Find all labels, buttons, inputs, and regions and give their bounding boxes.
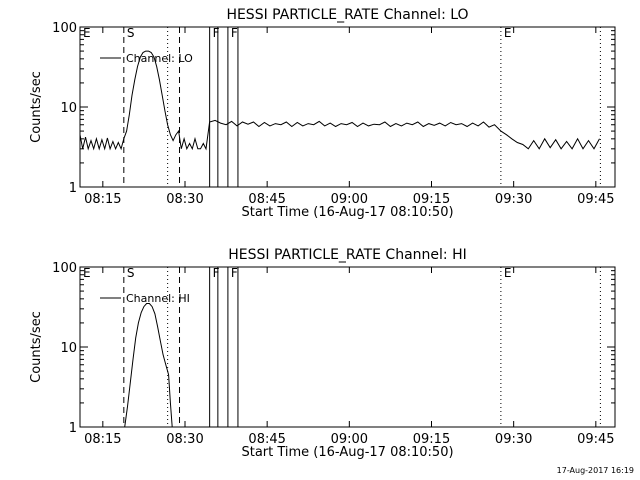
x-tick-label: 08:15 (84, 432, 121, 447)
event-marker-label: E (504, 266, 512, 280)
y-tick-label: 10 (60, 341, 77, 356)
y-tick-label: 10 (60, 101, 77, 116)
event-marker-label: E (83, 26, 91, 40)
x-tick-label: 08:15 (84, 192, 121, 207)
plot-frame (79, 26, 616, 188)
panel-lo-channel: HESSI PARTICLE_RATE Channel: LO 08:15 08:3… (29, 7, 616, 220)
event-marker-label: F (213, 26, 220, 40)
x-tick-label: 09:45 (577, 192, 614, 207)
x-tick-label: 09:15 (413, 192, 450, 207)
event-marker-label: S (127, 266, 135, 280)
x-tick-label: 08:30 (166, 192, 203, 207)
x-tick-label: 08:45 (248, 192, 285, 207)
y-tick-label: 100 (52, 261, 77, 276)
generation-timestamp: 17-Aug-2017 16:19 (556, 466, 634, 475)
event-marker-label: F (231, 266, 238, 280)
event-marker-label: E (83, 266, 91, 280)
y-axis-label: Counts/sec (29, 71, 44, 143)
legend-entry: Channel: HI (126, 292, 190, 305)
x-tick-label: 09:30 (495, 432, 532, 447)
event-marker-label: E (504, 26, 512, 40)
plot-frame (79, 266, 616, 428)
data-series-line (79, 50, 600, 151)
x-tick-label: 08:45 (248, 432, 285, 447)
event-marker-label: F (231, 26, 238, 40)
y-tick-label: 1 (69, 181, 77, 196)
x-tick-label: 09:00 (331, 192, 368, 207)
event-marker-label: S (127, 26, 135, 40)
panel-hi-channel: HESSI PARTICLE_RATE Channel: HI 08:15 08:3… (29, 247, 616, 460)
x-tick-label: 08:30 (166, 432, 203, 447)
chart-title: HESSI PARTICLE_RATE Channel: HI (228, 247, 466, 263)
y-tick-label: 1 (69, 421, 77, 436)
x-axis-label: Start Time (16-Aug-17 08:10:50) (241, 445, 453, 460)
legend-entry: Channel: LO (126, 52, 193, 65)
x-tick-label: 09:00 (331, 432, 368, 447)
y-axis-label: Counts/sec (29, 311, 44, 383)
x-tick-label: 09:45 (577, 432, 614, 447)
event-marker-label: F (213, 266, 220, 280)
data-series-line (124, 303, 173, 428)
x-tick-label: 09:30 (495, 192, 532, 207)
x-axis-label: Start Time (16-Aug-17 08:10:50) (241, 205, 453, 220)
chart-title: HESSI PARTICLE_RATE Channel: LO (226, 7, 468, 23)
y-tick-label: 100 (52, 21, 77, 36)
x-tick-label: 09:15 (413, 432, 450, 447)
